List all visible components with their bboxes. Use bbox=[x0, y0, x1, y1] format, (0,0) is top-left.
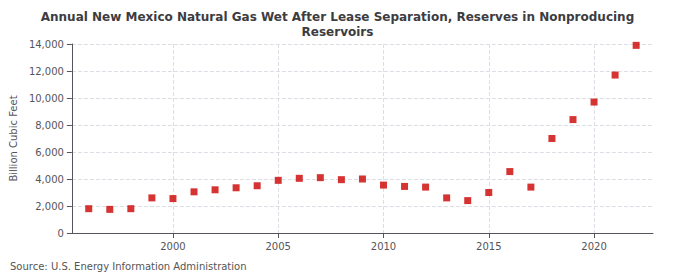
svg-text:2010: 2010 bbox=[371, 241, 396, 252]
svg-text:Billion Cubic Feet: Billion Cubic Feet bbox=[8, 95, 19, 181]
svg-text:6,000: 6,000 bbox=[35, 147, 64, 158]
svg-text:10,000: 10,000 bbox=[29, 93, 64, 104]
svg-text:4,000: 4,000 bbox=[35, 174, 64, 185]
svg-text:Source: U.S. Energy Informatio: Source: U.S. Energy Information Administ… bbox=[10, 261, 247, 272]
svg-text:2005: 2005 bbox=[265, 241, 290, 252]
svg-text:2,000: 2,000 bbox=[35, 201, 64, 212]
svg-text:8,000: 8,000 bbox=[35, 120, 64, 131]
svg-text:14,000: 14,000 bbox=[29, 39, 64, 50]
svg-text:2000: 2000 bbox=[160, 241, 185, 252]
svg-text:2020: 2020 bbox=[581, 241, 606, 252]
svg-text:Reservoirs: Reservoirs bbox=[302, 25, 374, 39]
svg-text:Annual New Mexico Natural Gas: Annual New Mexico Natural Gas Wet After … bbox=[41, 10, 635, 24]
svg-text:12,000: 12,000 bbox=[29, 66, 64, 77]
svg-text:0: 0 bbox=[58, 228, 64, 239]
svg-text:2015: 2015 bbox=[476, 241, 501, 252]
